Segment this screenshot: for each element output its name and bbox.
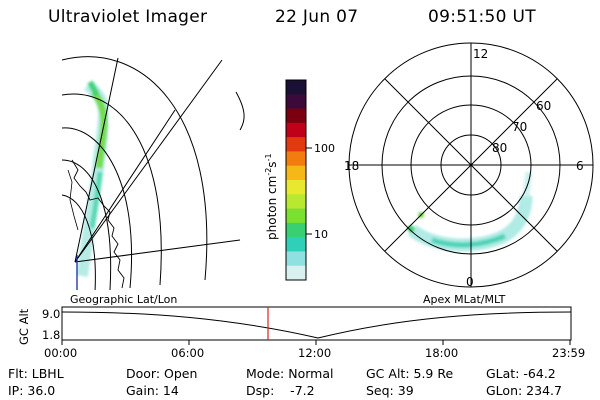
geographic-map-label: Geographic Lat/Lon	[70, 293, 177, 306]
mlt-label-top: 12	[473, 47, 488, 61]
colorbar-cell	[286, 122, 306, 138]
mlat-label-80: 80	[492, 141, 507, 155]
glon-info: GLon: 234.7	[486, 383, 562, 398]
mlt-label-right: 6	[576, 159, 584, 173]
polar-map: 12 18 6 0 60 70 80	[344, 42, 594, 289]
colorbar-cell	[286, 80, 306, 95]
dsp-info: Dsp: -7.2	[246, 383, 315, 398]
timeline-x-tick-1200: 12:00	[298, 346, 331, 360]
timeline-y-label: GC Alt	[17, 308, 31, 345]
polar-diagonal-2	[384, 78, 558, 252]
unit-base: photon cm	[265, 176, 279, 240]
colorbar-border	[285, 79, 307, 281]
colorbar-cell	[286, 237, 306, 252]
colorbar-cells	[286, 80, 306, 281]
altitude-curve	[61, 311, 572, 339]
colorbar-tick-label-10: 10	[314, 228, 328, 241]
timeline-x-tick-0600: 06:00	[171, 346, 204, 360]
apex-map-label: Apex MLat/MLT	[423, 293, 506, 306]
colorbar-cell	[286, 108, 306, 124]
colorbar-cell	[286, 165, 306, 181]
colorbar-cell	[286, 194, 306, 210]
colorbar-tick-label-100: 100	[314, 142, 335, 155]
colorbar-unit-label: photon cm-2s-1	[264, 153, 279, 240]
mlt-label-bottom: 0	[466, 275, 474, 289]
colorbar-cell	[286, 251, 306, 267]
timeline-x-tick-0000: 00:00	[44, 346, 77, 360]
observation-time: 09:51:50 UT	[428, 7, 536, 27]
colorbar-cell	[286, 180, 306, 195]
gain-info: Gain: 14	[126, 383, 179, 398]
geographic-map	[61, 56, 245, 290]
mode-info: Mode: Normal	[246, 366, 334, 381]
glat-info: GLat: -64.2	[486, 366, 556, 381]
instrument-title: Ultraviolet Imager	[48, 7, 208, 27]
colorbar-cell	[286, 222, 306, 238]
filter-info: Flt: LBHL	[8, 366, 64, 381]
mlt-label-left: 18	[344, 159, 359, 173]
door-info: Door: Open	[126, 366, 198, 381]
unit-exp2: -1	[264, 153, 273, 161]
timeline-y-tick-1-8: 1.8	[42, 328, 60, 342]
mlat-label-60: 60	[536, 99, 551, 113]
timeline-y-tick-9: 9.0	[42, 307, 60, 321]
colorbar-cell	[286, 151, 306, 167]
timeline-x-tick-1800: 18:00	[425, 346, 458, 360]
unit-exp1: -2	[264, 168, 273, 176]
colorbar-cell	[286, 265, 306, 281]
gc-alt-info: GC Alt: 5.9 Re	[366, 366, 454, 381]
mlat-label-70: 70	[512, 120, 527, 134]
polar-aurora-emission	[407, 171, 533, 252]
timeline-frame	[61, 306, 572, 341]
coastline	[71, 159, 125, 289]
seq-info: Seq: 39	[366, 383, 414, 398]
colorbar-cell	[286, 94, 306, 110]
colorbar-cell	[286, 137, 306, 152]
altitude-timeline: 9.0 1.8 GC Alt 00:00 06:00 12:00 18:00 2…	[17, 306, 585, 360]
timeline-x-tick-2359: 23:59	[552, 346, 585, 360]
observation-date: 22 Jun 07	[275, 7, 359, 27]
colorbar-cell	[286, 208, 306, 224]
colorbar: 100 10 photon cm-2s-1	[264, 79, 335, 281]
geographic-longitude-lines	[74, 57, 245, 263]
ip-info: IP: 36.0	[8, 383, 56, 398]
unit-s: s	[265, 161, 279, 167]
geographic-latitude-arcs	[61, 56, 208, 290]
